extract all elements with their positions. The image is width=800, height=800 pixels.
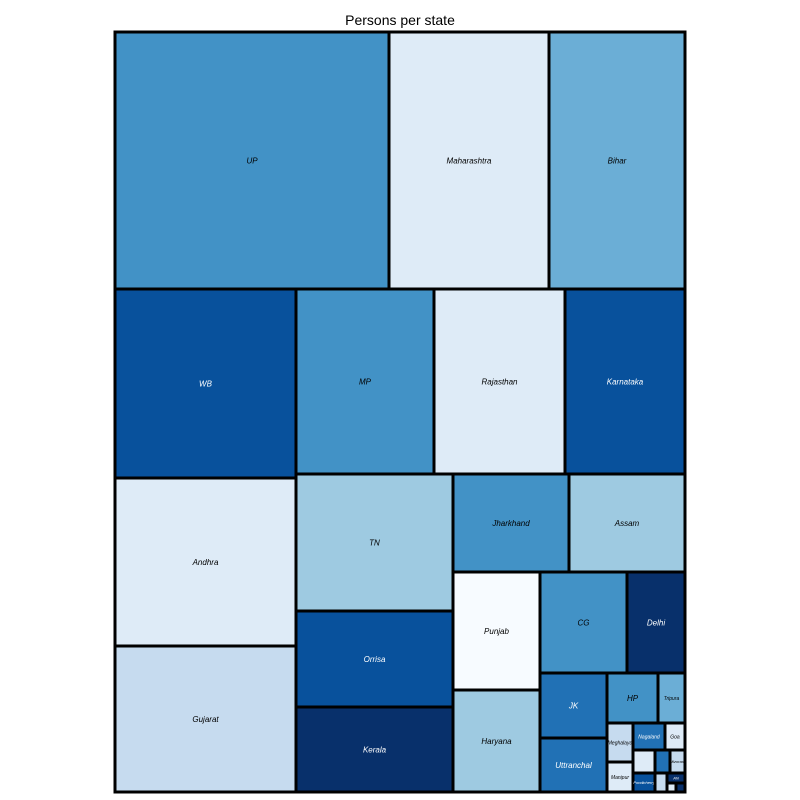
tile-unlabeled-27 xyxy=(653,748,672,775)
tile-label-mizoram: Mizoram xyxy=(670,759,686,764)
chart-title: Persons per state xyxy=(345,12,455,28)
tile-label-jharkhand: Jharkhand xyxy=(491,519,530,528)
tile-assam xyxy=(567,472,687,574)
tile-label-hp: HP xyxy=(627,694,639,703)
tile-label-manipur: Manipur xyxy=(611,775,629,781)
tile-haryana xyxy=(451,688,542,794)
tile-label-cg: CG xyxy=(578,618,590,627)
tile-maharashtra xyxy=(387,30,551,291)
tile-cg xyxy=(538,570,629,675)
tile-label-nagaland: Nagaland xyxy=(638,734,660,740)
treemap-tiles: UP Maharashtra Bihar WB MP Rajasthan Karnataka… xyxy=(113,30,687,794)
tile-unlabeled-30 xyxy=(653,771,669,794)
tile-uttranchal xyxy=(538,736,609,794)
tile-label-jk: JK xyxy=(568,701,579,710)
tile-label-punjab: Punjab xyxy=(484,627,509,636)
tile-label-maharashtra: Maharashtra xyxy=(447,156,492,165)
tile-label-goa: Goa xyxy=(670,734,680,740)
tile-unlabeled-26 xyxy=(631,748,657,775)
tile-label-assam: Assam xyxy=(614,519,640,528)
tile-label-tripura: Tripura xyxy=(664,696,680,702)
tile-label-karnataka: Karnataka xyxy=(607,377,644,386)
tile-up xyxy=(113,30,391,291)
tile-label-an: AN xyxy=(672,775,679,780)
tile-meghalaya xyxy=(605,721,635,764)
tile-label-rajasthan: Rajasthan xyxy=(481,377,518,386)
tile-label-gujarat: Gujarat xyxy=(192,715,219,724)
tile-label-delhi: Delhi xyxy=(647,618,665,627)
tile-label-wb: WB xyxy=(199,379,213,388)
tile-label-bihar: Bihar xyxy=(608,156,627,165)
tile-label-meghalaya: Meghalaya xyxy=(608,740,633,746)
tile-label-orrisa: Orrisa xyxy=(364,655,386,664)
tile-label-up: UP xyxy=(246,156,258,165)
tile-rajasthan xyxy=(432,287,567,476)
tile-jk xyxy=(538,671,609,740)
tile-kerala xyxy=(294,705,455,794)
tile-label-uttranchal: Uttranchal xyxy=(555,761,592,770)
plot-border xyxy=(113,30,687,794)
tile-label-pondicherry: Pondicherry xyxy=(633,780,655,785)
tile-gujarat xyxy=(113,644,298,794)
tile-label-tn: TN xyxy=(369,538,380,547)
tile-label-haryana: Haryana xyxy=(481,737,512,746)
tile-label-andhra: Andhra xyxy=(192,558,219,567)
tile-label-kerala: Kerala xyxy=(363,745,387,754)
tile-label-mp: MP xyxy=(359,377,372,386)
